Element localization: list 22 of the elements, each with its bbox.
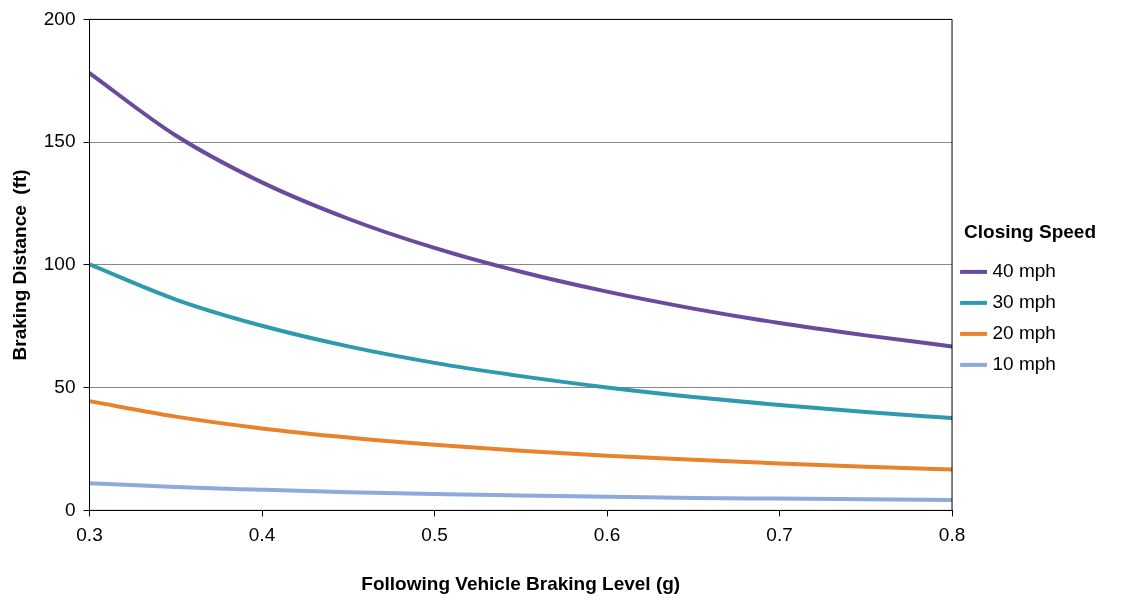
y-axis-title: Braking Distance (ft): [8, 169, 30, 361]
line-series: [89, 481, 953, 503]
y-tick-label: 150: [43, 130, 76, 152]
legend-title: Closing Speed: [964, 221, 1096, 243]
x-tick-label: 0.6: [593, 524, 621, 546]
y-tick-label: 50: [54, 375, 76, 397]
x-tick-label: 0.5: [421, 524, 448, 546]
x-tick-label: 0.8: [938, 524, 966, 546]
legend-label: 10 mph: [992, 353, 1056, 375]
x-tick-label: 0.7: [766, 524, 793, 546]
x-tick-label: 0.4: [248, 524, 276, 546]
line-series: [89, 262, 953, 421]
legend-label: 40 mph: [992, 260, 1056, 282]
line-series: [89, 71, 953, 349]
x-axis-title: Following Vehicle Braking Level (g): [361, 572, 681, 594]
legend-label: 30 mph: [992, 291, 1056, 313]
line-series: [89, 399, 953, 472]
y-tick-label: 0: [64, 498, 76, 520]
y-tick-label: 200: [43, 7, 76, 29]
legend-label: 20 mph: [992, 322, 1056, 344]
y-tick-label: 100: [43, 253, 76, 275]
x-tick-label: 0.3: [76, 524, 103, 546]
